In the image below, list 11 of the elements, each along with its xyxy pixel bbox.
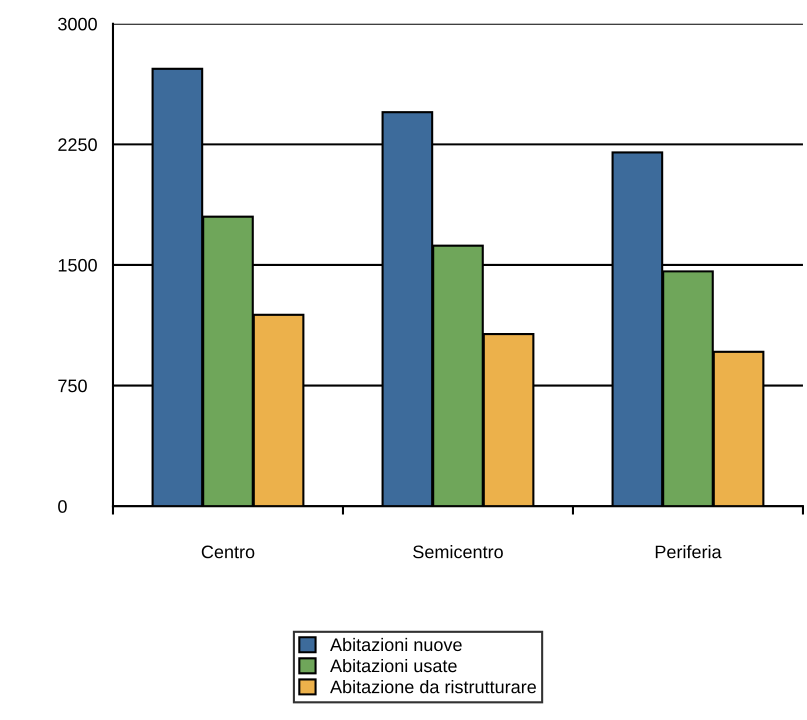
x-tick-label: Centro <box>202 546 254 558</box>
legend-label: Abitazioni usate <box>330 658 457 672</box>
legend-label: Abitazioni nuove <box>330 638 462 652</box>
x-tick-label: Periferia <box>656 545 722 558</box>
y-tick-label: 0 <box>58 500 67 513</box>
legend-label: Abitazione da ristrutturare <box>330 680 536 694</box>
y-tick-label: 750 <box>58 379 87 392</box>
y-tick-label: 3000 <box>58 18 97 30</box>
y-tick-label: 2250 <box>58 138 97 152</box>
y-tick-label: 1500 <box>58 258 97 272</box>
x-tick-label: Semicentro <box>413 545 503 558</box>
